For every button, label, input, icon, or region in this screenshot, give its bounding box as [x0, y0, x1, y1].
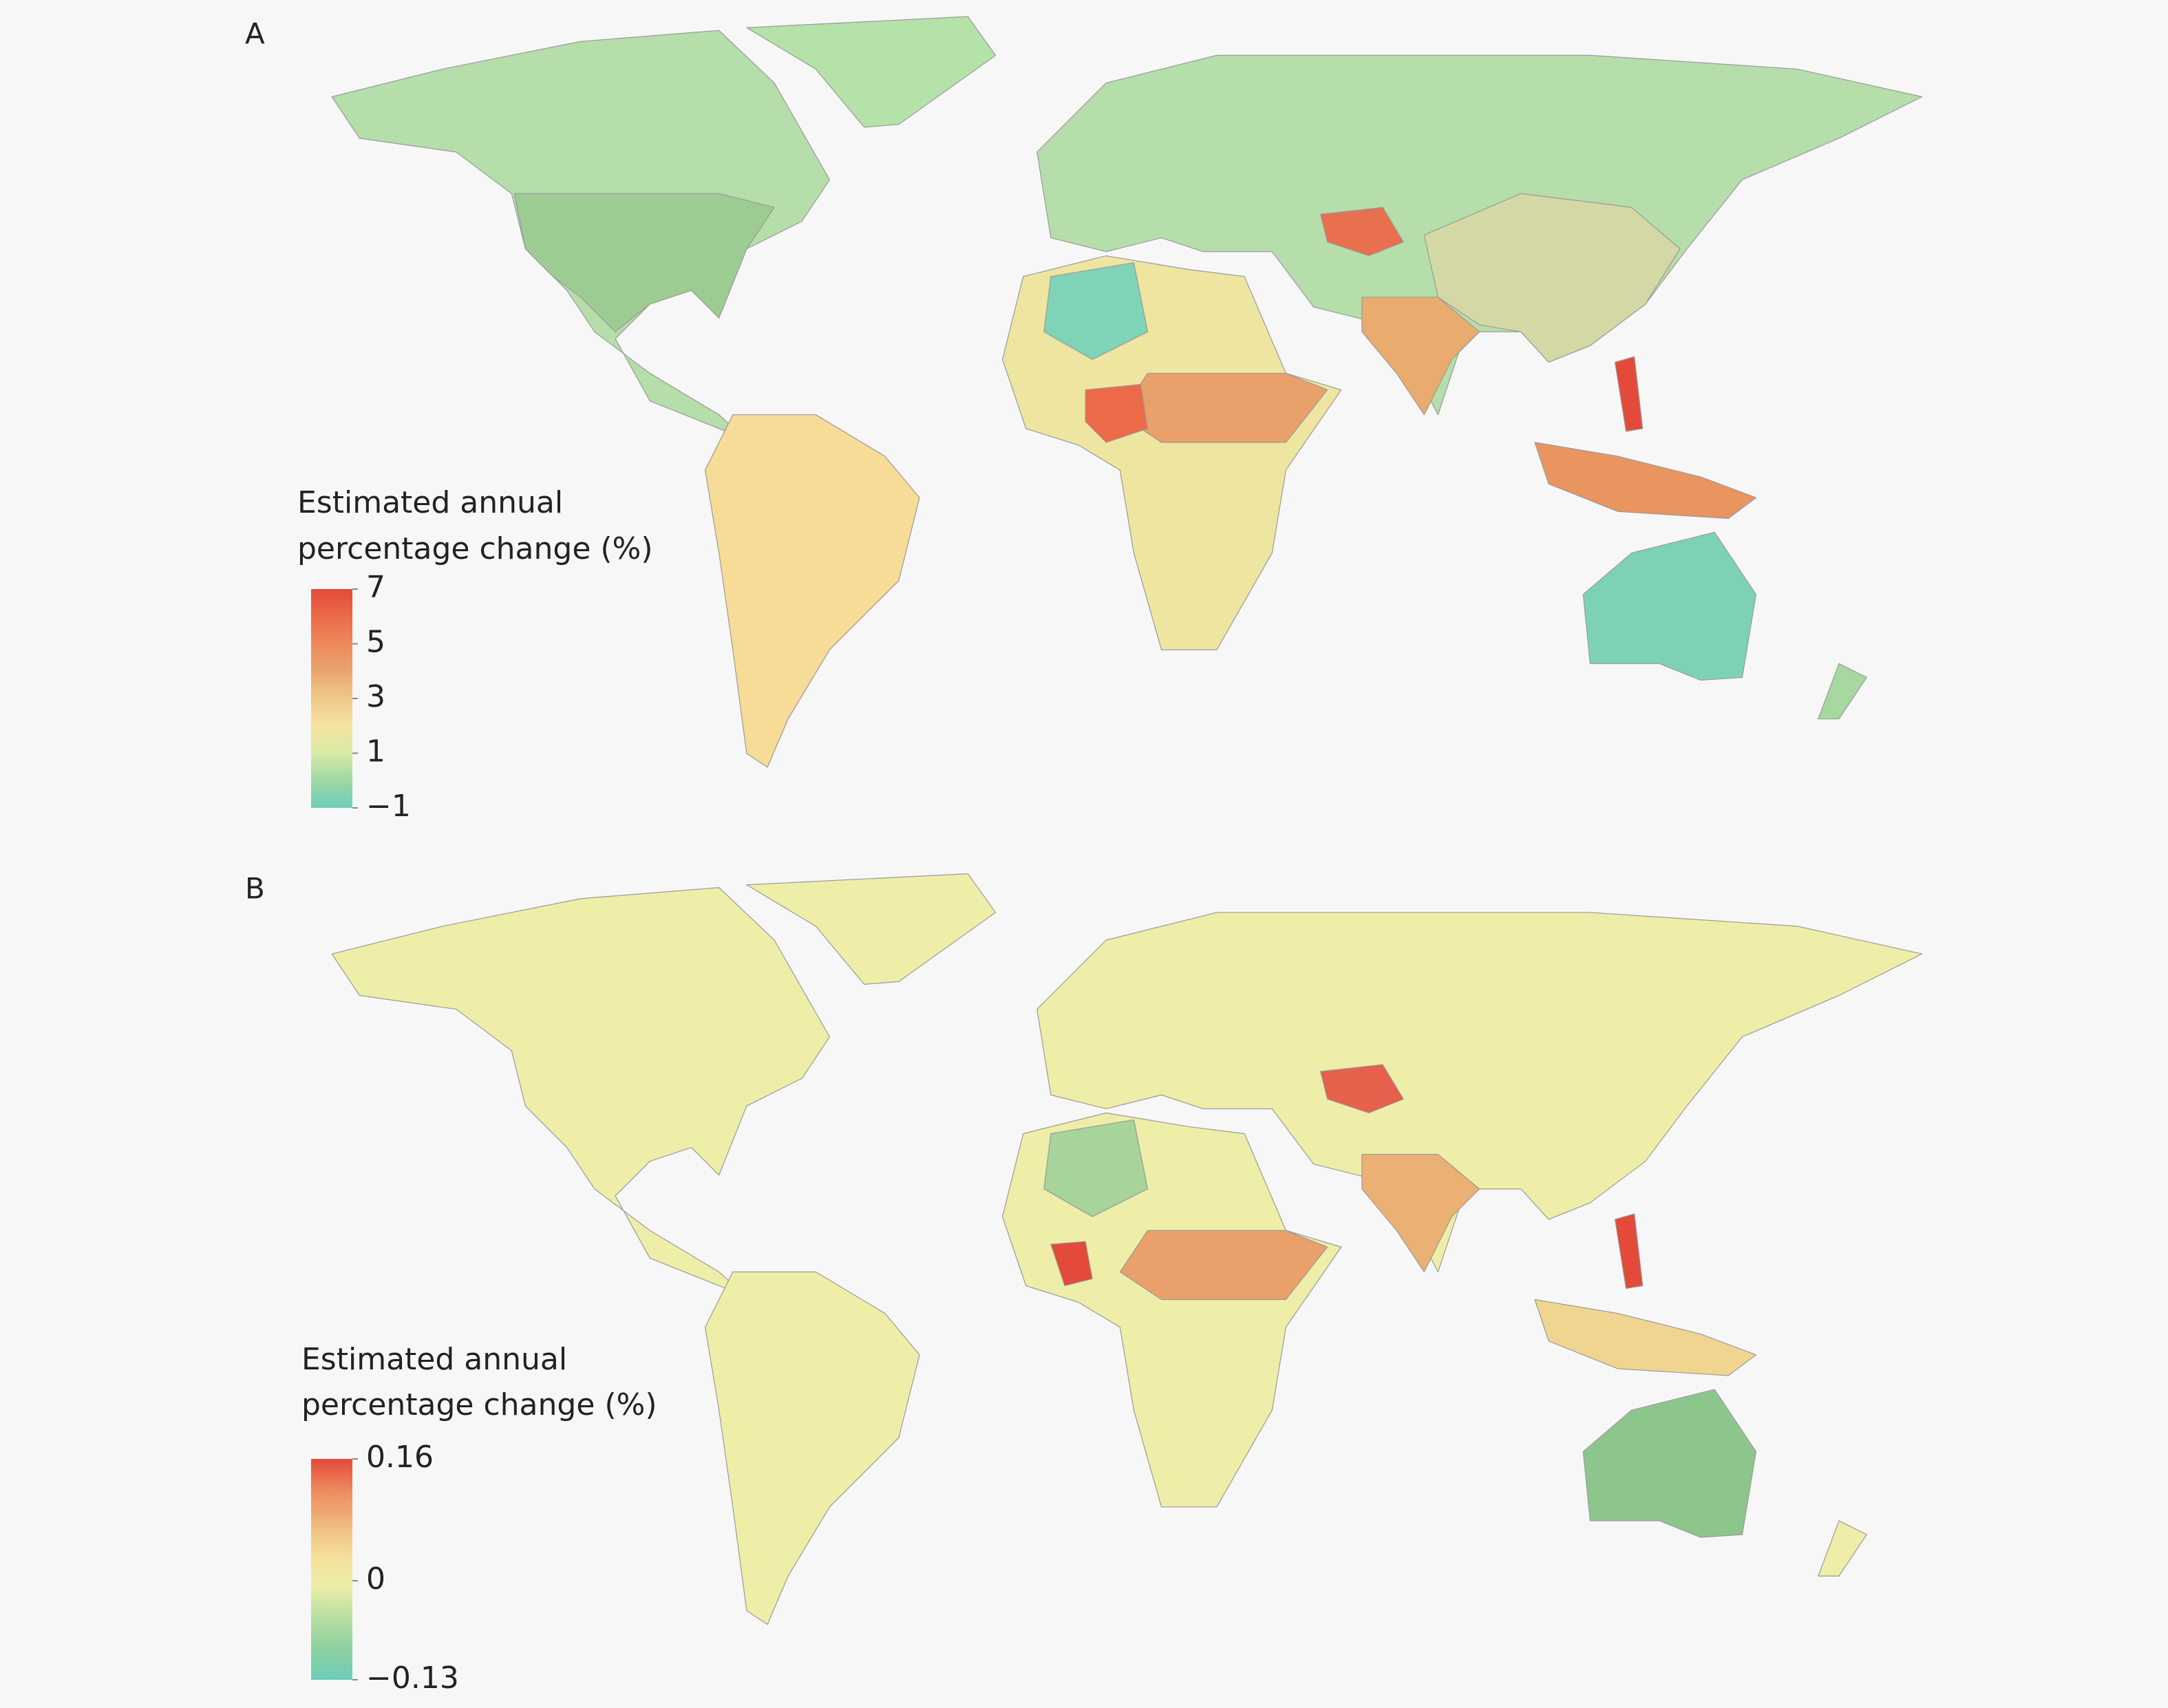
land [1818, 663, 1867, 720]
land [704, 414, 920, 768]
land [1614, 1213, 1644, 1289]
tick-label: −0.13 [366, 1661, 459, 1696]
tick-label: 5 [366, 625, 385, 660]
tick-label: 7 [366, 570, 385, 605]
land [1037, 912, 1923, 1272]
legend-title: percentage change (%) [301, 1387, 657, 1422]
land [1614, 356, 1644, 432]
map-a [331, 16, 1923, 768]
land [704, 1271, 920, 1625]
land [1423, 193, 1681, 363]
land [1319, 1064, 1404, 1113]
land [513, 193, 775, 332]
tick-label: 1 [366, 734, 385, 769]
land [1582, 531, 1757, 681]
land [1818, 1520, 1867, 1577]
land [1361, 297, 1480, 416]
colorbar [311, 589, 352, 808]
land [1361, 1153, 1480, 1272]
land [1085, 383, 1149, 443]
legend-title: percentage change (%) [297, 531, 653, 566]
legend-title: Estimated annual [301, 1342, 567, 1377]
land [1050, 1241, 1093, 1286]
legend-title: Estimated annual [297, 485, 563, 520]
panel-label: A [245, 17, 265, 51]
colorbar [311, 1459, 352, 1680]
land [1319, 206, 1404, 257]
land [1582, 1389, 1757, 1538]
land [331, 887, 831, 1298]
land [1119, 1230, 1328, 1301]
land [1534, 1299, 1757, 1376]
land [1043, 262, 1149, 360]
map-b [331, 873, 1923, 1625]
land [746, 873, 997, 985]
tick-label: 0 [366, 1561, 385, 1597]
tick-label: −1 [366, 789, 411, 824]
land [1534, 442, 1757, 519]
panel-label: B [245, 872, 265, 906]
land [1043, 1119, 1149, 1217]
tick-label: 3 [366, 679, 385, 714]
tick-label: 0.16 [366, 1440, 434, 1475]
land [746, 16, 997, 128]
